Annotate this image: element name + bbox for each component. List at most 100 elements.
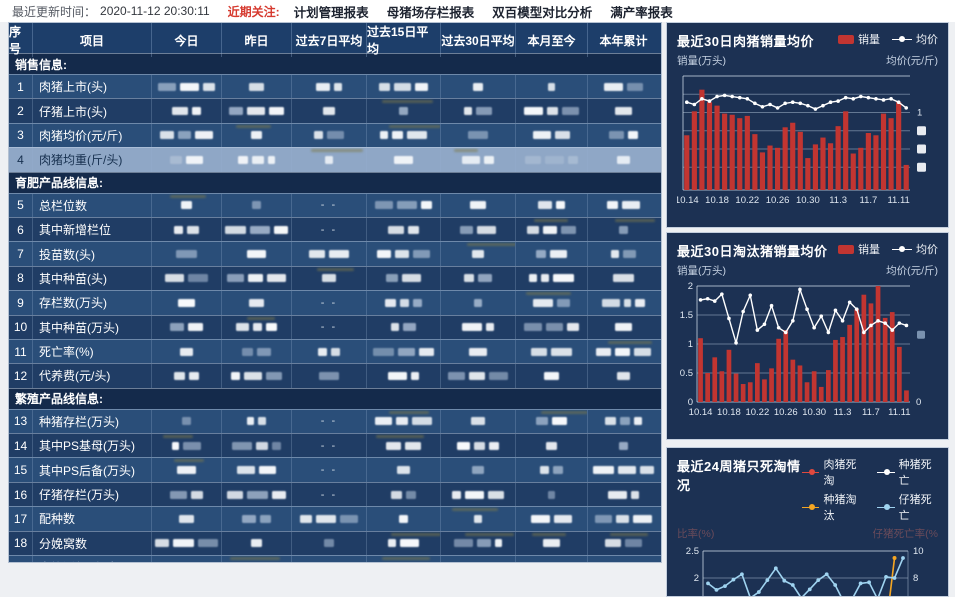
table-row[interactable]: 19窝均活仔(头/窝) <box>9 555 661 562</box>
redaction-block <box>530 514 551 523</box>
menu-item[interactable]: 母猪场存栏报表 <box>386 5 475 20</box>
redaction-block <box>252 201 261 210</box>
svg-text:11.11: 11.11 <box>888 407 910 418</box>
redaction-block <box>159 131 174 140</box>
redaction-block <box>605 539 621 548</box>
redaction-block <box>634 298 646 307</box>
table-row[interactable]: 13 种猪存栏(万头) - - <box>9 408 661 434</box>
menu-item[interactable]: 计划管理报表 <box>293 5 369 20</box>
redaction-block <box>475 107 492 116</box>
data-cell <box>588 507 659 530</box>
row-index: 3 <box>9 123 33 148</box>
table-header-cell: 过去30日平均 <box>441 23 516 57</box>
table-row[interactable]: 9 存栏数(万头) - - <box>9 290 661 315</box>
table-row[interactable]: 4 肉猪均重(斤/头) <box>9 147 661 172</box>
svg-text:10.30: 10.30 <box>796 195 820 206</box>
table-row[interactable]: 12 代养费(元/头) <box>9 363 661 388</box>
redaction-block <box>483 155 495 164</box>
legend-item[interactable]: 均价 <box>892 31 938 47</box>
table-row[interactable]: 15 其中PS后备(万头) - - <box>9 457 661 482</box>
table-row[interactable]: 2 仔猪上市(头) <box>9 98 661 123</box>
data-cell <box>367 291 441 315</box>
table-row[interactable]: 16 仔猪存栏(万头) - - <box>9 481 661 507</box>
table-row[interactable]: 7 投苗数(头) <box>9 241 661 266</box>
redaction-block <box>169 323 185 332</box>
redaction-block <box>333 82 342 91</box>
redaction-block <box>171 441 180 450</box>
menu-item[interactable]: 满产率报表 <box>610 5 673 20</box>
svg-text:0: 0 <box>688 397 693 408</box>
data-cell <box>367 458 441 482</box>
chart-canvas-death-cull[interactable]: 2.510281.56 <box>677 541 938 597</box>
table-row[interactable]: 18 分娩窝数 <box>9 530 661 556</box>
redaction-block <box>547 107 558 116</box>
redaction-block <box>555 201 566 210</box>
redaction-block <box>246 417 254 426</box>
redaction-block <box>272 441 281 450</box>
table-row[interactable]: 8 其中种苗(头) <box>9 265 661 291</box>
data-cell <box>367 482 441 507</box>
legend-item[interactable]: 仔猪死亡 <box>876 491 938 523</box>
row-index: 2 <box>9 99 33 123</box>
data-cell <box>516 123 588 148</box>
data-cell <box>516 364 588 388</box>
redaction-block <box>623 250 636 259</box>
redaction-block <box>339 514 358 523</box>
table-row[interactable]: 6 其中新增栏位 - - <box>9 216 661 242</box>
legend-item[interactable]: 肉猪死淘 <box>801 456 863 488</box>
data-cell <box>222 193 292 217</box>
data-cell <box>516 242 588 266</box>
table-row[interactable]: 11 死亡率(%) <box>9 338 661 364</box>
redaction-block <box>608 131 625 140</box>
svg-text:2: 2 <box>688 281 693 292</box>
legend-item[interactable]: 销量 <box>838 31 880 47</box>
table-row[interactable]: 17 配种数 <box>9 506 661 531</box>
table-row[interactable]: 10 其中种苗(万头) - - <box>9 314 661 339</box>
legend-line-swatch <box>892 245 912 254</box>
data-cell <box>441 148 516 172</box>
data-cell <box>152 458 222 482</box>
svg-text:10.18: 10.18 <box>717 407 741 418</box>
legend-item[interactable]: 销量 <box>838 241 880 257</box>
data-cell <box>152 315 222 339</box>
svg-text:10.22: 10.22 <box>735 195 759 206</box>
row-index: 17 <box>9 507 33 531</box>
redaction-block <box>385 441 402 450</box>
svg-text:10.18: 10.18 <box>705 195 729 206</box>
chart-canvas-hog-sales[interactable]: 10.14 10.18 10.22 10.26 10.30 11.3 11.7 11.11 1 <box>675 68 938 218</box>
table-row[interactable]: 3 肉猪均价(元/斤) <box>9 122 661 148</box>
legend-label: 种猪淘汰 <box>823 494 857 522</box>
redaction-block <box>607 490 627 499</box>
redaction-block <box>403 323 417 332</box>
data-cell <box>292 507 367 531</box>
menu-item[interactable]: 双百模型对比分析 <box>492 5 593 20</box>
row-index: 13 <box>9 409 33 434</box>
legend-item[interactable]: 均价 <box>892 241 938 257</box>
legend-item[interactable]: 种猪死亡 <box>876 456 938 488</box>
data-cell <box>367 242 441 266</box>
data-cell <box>152 242 222 266</box>
data-cell <box>292 75 367 99</box>
redaction-block <box>329 250 349 259</box>
redaction-block <box>552 417 568 426</box>
data-cell <box>367 148 441 172</box>
redaction-block <box>561 107 580 116</box>
redaction-block <box>318 371 340 380</box>
table-row[interactable]: 14 其中PS基母(万头) - - <box>9 433 661 458</box>
redaction-block <box>376 250 391 259</box>
row-index: 5 <box>9 193 33 217</box>
legend-item[interactable]: 种猪淘汰 <box>801 491 863 523</box>
data-cell <box>516 458 588 482</box>
legend-label: 均价 <box>916 34 938 46</box>
legend-label: 仔猪死亡 <box>898 494 932 522</box>
table-row[interactable]: 1 肉猪上市(头) <box>9 74 661 99</box>
redaction-block <box>478 274 492 283</box>
redaction-block <box>252 323 263 332</box>
data-cell <box>367 409 441 434</box>
data-cell <box>516 291 588 315</box>
redacted-axis-tick <box>917 144 926 154</box>
data-cell: - - <box>292 434 367 458</box>
redaction-block <box>601 298 620 307</box>
table-row[interactable]: 5 总栏位数 - - <box>9 192 661 217</box>
